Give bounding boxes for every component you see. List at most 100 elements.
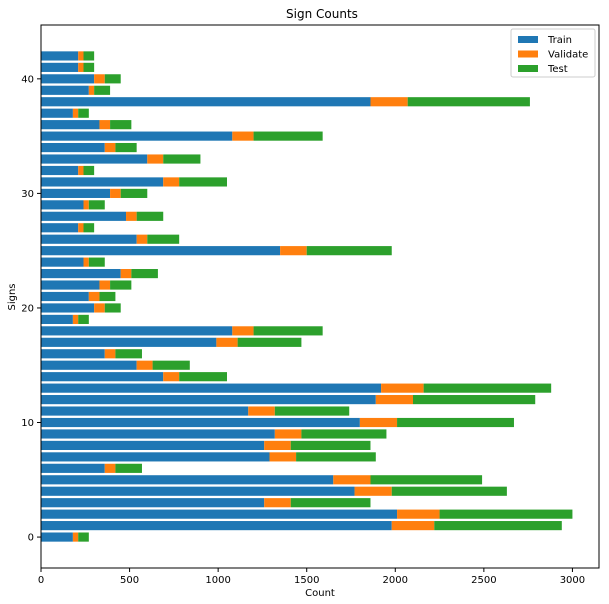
bar-test-28 [136, 211, 164, 221]
bar-validate-9 [274, 429, 302, 439]
bar-test-7 [296, 452, 376, 462]
bar-train-12 [41, 395, 376, 405]
bar-test-23 [131, 269, 158, 279]
legend-label-validate: Validate [548, 50, 588, 61]
bar-train-32 [41, 165, 79, 176]
bar-test-24 [88, 257, 105, 267]
bar-validate-2 [397, 509, 440, 519]
bar-test-26 [147, 234, 180, 244]
bar-validate-24 [83, 257, 89, 267]
legend-swatch-train [518, 36, 538, 43]
bar-train-16 [41, 349, 105, 359]
legend-swatch-test [518, 65, 538, 72]
bar-validate-22 [99, 280, 111, 290]
x-tick-label: 2500 [471, 575, 496, 586]
bar-validate-35 [232, 131, 254, 141]
bar-test-42 [83, 51, 95, 61]
bar-validate-1 [391, 521, 435, 531]
bar-test-9 [301, 429, 387, 439]
bar-train-23 [41, 269, 121, 279]
bar-test-41 [83, 62, 95, 72]
bar-test-6 [115, 463, 142, 473]
bar-test-0 [78, 532, 89, 542]
bar-train-24 [41, 257, 84, 267]
bar-validate-21 [88, 291, 100, 302]
legend-label-test: Test [547, 64, 568, 75]
bar-train-6 [41, 463, 105, 473]
bar-validate-11 [248, 406, 275, 416]
bar-train-22 [41, 280, 100, 290]
bar-train-7 [41, 452, 270, 462]
bar-test-18 [253, 326, 323, 336]
bar-test-30 [120, 188, 148, 198]
bar-train-18 [41, 326, 233, 336]
chart-title: Sign Counts [286, 7, 358, 21]
bar-validate-36 [99, 120, 111, 130]
legend-swatch-validate [518, 50, 538, 58]
bars-layer [41, 51, 573, 542]
bar-test-12 [413, 395, 536, 405]
bar-validate-10 [359, 417, 398, 428]
bar-validate-26 [136, 234, 148, 244]
bar-train-21 [41, 291, 89, 302]
bar-test-10 [397, 417, 514, 428]
plot-frame [40, 24, 600, 569]
bar-test-40 [104, 74, 121, 84]
bar-test-17 [237, 337, 302, 347]
bar-train-4 [41, 486, 355, 496]
bar-train-14 [41, 372, 164, 382]
bar-validate-15 [136, 360, 153, 370]
bar-validate-14 [163, 372, 180, 382]
y-tick-label: 20 [21, 303, 34, 314]
bar-train-5 [41, 475, 334, 485]
bar-train-42 [41, 51, 79, 61]
x-tick-label: 1000 [205, 575, 230, 586]
legend: Train Validate Test [510, 28, 596, 78]
bar-test-20 [104, 303, 121, 313]
bar-train-40 [41, 74, 95, 84]
y-tick-label: 40 [21, 74, 34, 85]
bar-validate-12 [375, 395, 413, 405]
bar-test-33 [163, 154, 201, 164]
legend-label-train: Train [547, 35, 572, 46]
bar-validate-23 [120, 269, 132, 279]
bar-train-19 [41, 314, 73, 324]
y-axis: 0 10 20 30 40 [21, 74, 41, 544]
bar-train-41 [41, 62, 79, 72]
bar-train-1 [41, 521, 392, 531]
bar-train-39 [41, 85, 89, 95]
x-axis: 0 500 1000 1500 2000 2500 3000 [38, 568, 585, 586]
bar-train-33 [41, 154, 148, 164]
bar-train-13 [41, 383, 382, 393]
bar-validate-39 [88, 85, 95, 95]
bar-test-25 [306, 246, 392, 256]
bar-validate-40 [94, 74, 105, 84]
bar-train-29 [41, 200, 84, 210]
bar-train-11 [41, 406, 249, 416]
bar-validate-7 [269, 452, 297, 462]
bar-test-3 [290, 498, 371, 508]
x-axis-label: Count [305, 588, 335, 599]
bar-train-36 [41, 120, 100, 130]
bar-validate-0 [72, 532, 79, 542]
bar-test-38 [407, 97, 530, 107]
bar-validate-19 [72, 314, 79, 324]
bar-test-8 [290, 440, 371, 450]
bar-test-22 [110, 280, 132, 290]
bar-train-37 [41, 108, 73, 118]
bar-validate-29 [83, 200, 89, 210]
bar-test-14 [179, 372, 227, 382]
x-tick-label: 3000 [560, 575, 585, 586]
bar-train-35 [41, 131, 233, 141]
bar-train-2 [41, 509, 398, 519]
bar-train-26 [41, 234, 137, 244]
bar-test-27 [83, 223, 95, 233]
bar-train-10 [41, 417, 360, 428]
x-tick-label: 2000 [383, 575, 408, 586]
y-tick-label: 10 [21, 418, 34, 429]
bar-train-0 [41, 532, 73, 542]
bar-test-15 [152, 360, 190, 370]
bar-validate-18 [232, 326, 254, 336]
bar-validate-33 [147, 154, 164, 164]
